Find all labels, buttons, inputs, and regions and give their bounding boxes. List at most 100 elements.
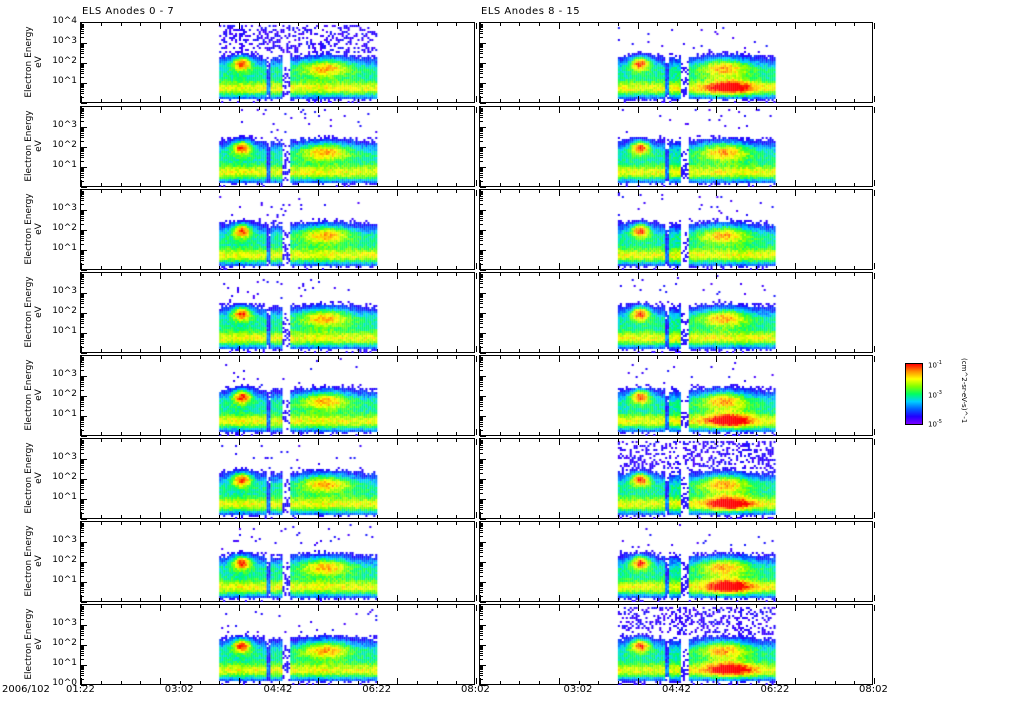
x-tick-mark	[436, 681, 438, 684]
y-tick-mark	[81, 549, 84, 551]
y-tick-mark	[480, 548, 483, 550]
y-tick-mark	[480, 672, 483, 674]
spectrogram-panel-anode-0	[80, 22, 477, 104]
y-tick-mark	[81, 196, 84, 198]
y-tick-mark	[480, 270, 486, 271]
y-axis-title: Electron Energy	[24, 26, 34, 98]
x-tick-mark	[258, 349, 260, 352]
y-tick-mark	[81, 651, 84, 653]
spectrogram-panel-anode-6	[80, 521, 477, 603]
y-tick-mark	[480, 46, 483, 48]
y-axis-label: Electron Energy eV	[24, 106, 44, 186]
x-tick-mark	[755, 266, 757, 269]
x-tick-mark	[677, 266, 678, 269]
y-tick-mark	[81, 362, 84, 364]
y-tick-mark	[81, 462, 84, 464]
x-tick-mark	[677, 356, 678, 359]
x-tick-mark	[81, 180, 82, 186]
x-tick-mark	[298, 605, 300, 608]
y-tick-mark	[81, 422, 84, 424]
y-tick-mark	[480, 563, 483, 565]
x-tick-mark	[416, 183, 418, 186]
x-tick-mark	[696, 605, 698, 608]
y-tick-mark	[81, 499, 84, 501]
x-tick-mark	[696, 107, 698, 110]
y-tick-mark	[480, 336, 483, 338]
y-tick-mark	[81, 532, 84, 534]
y-tick-mark	[480, 280, 483, 282]
y-tick-mark	[480, 108, 483, 110]
y-tick-label: 10^4	[52, 16, 77, 26]
y-tick-mark	[480, 445, 483, 447]
y-tick-mark	[81, 472, 84, 474]
x-tick-mark	[578, 598, 580, 601]
spectrogram-panel-anode-7	[80, 604, 477, 686]
x-tick-mark	[755, 681, 757, 684]
x-tick-mark	[736, 515, 738, 518]
y-tick-mark	[480, 422, 483, 424]
x-tick-mark	[337, 190, 339, 193]
y-tick-mark	[480, 356, 483, 358]
y-tick-mark	[480, 231, 483, 233]
spectrogram-panel-anode-3	[80, 272, 477, 354]
x-tick-mark	[476, 356, 477, 362]
x-tick-mark	[476, 346, 477, 352]
y-tick-mark	[81, 103, 87, 104]
x-tick-mark	[519, 99, 521, 102]
y-tick-mark	[81, 177, 84, 179]
y-tick-mark	[81, 631, 84, 633]
x-tick-mark	[357, 107, 359, 110]
x-tick-mark	[476, 605, 477, 611]
x-tick-mark	[416, 356, 418, 359]
y-tick-label: 10^0	[52, 678, 77, 688]
x-tick-mark	[854, 598, 856, 601]
x-tick-mark	[377, 107, 379, 110]
x-tick-mark	[258, 23, 260, 26]
x-tick-mark	[337, 598, 339, 601]
spectrogram-image	[81, 190, 476, 270]
x-tick-mark	[677, 681, 678, 684]
y-tick-mark	[81, 276, 84, 278]
x-tick-mark	[337, 605, 339, 608]
x-tick-mark	[558, 678, 560, 684]
x-tick-mark	[755, 439, 757, 442]
x-tick-mark	[416, 605, 418, 608]
y-tick-mark	[480, 93, 483, 95]
x-tick-mark	[239, 522, 240, 528]
x-tick-mark	[140, 681, 142, 684]
y-tick-mark	[480, 635, 483, 637]
x-tick-mark	[357, 349, 359, 352]
y-axis-label: Electron Energy eV	[24, 521, 44, 601]
x-tick-mark	[558, 522, 560, 528]
x-tick-mark	[578, 107, 580, 110]
y-tick-mark	[81, 120, 84, 122]
x-tick-mark	[598, 273, 600, 276]
y-tick-label: 10^1	[52, 492, 77, 502]
y-tick-mark	[81, 492, 84, 494]
x-tick-mark	[160, 595, 161, 601]
x-tick-mark	[278, 190, 280, 193]
y-tick-mark	[480, 586, 483, 588]
x-tick-mark	[278, 522, 280, 525]
y-tick-mark	[81, 582, 87, 583]
x-tick-mark	[480, 522, 481, 528]
x-tick-mark	[499, 23, 501, 26]
x-tick-mark	[81, 605, 82, 611]
y-tick-mark	[81, 130, 84, 132]
x-tick-mark	[199, 349, 201, 352]
y-tick-mark	[81, 66, 84, 68]
y-tick-mark	[81, 376, 87, 377]
y-tick-mark	[81, 214, 84, 216]
y-tick-mark	[81, 220, 84, 222]
x-tick-mark	[696, 522, 698, 525]
x-tick-mark	[657, 99, 659, 102]
x-tick-mark	[874, 273, 875, 279]
y-tick-mark	[480, 502, 483, 504]
y-tick-mark	[480, 277, 483, 279]
y-tick-mark	[480, 416, 483, 418]
x-tick-mark	[120, 356, 122, 359]
y-tick-mark	[480, 572, 483, 574]
y-tick-mark	[81, 191, 84, 193]
x-tick-mark	[814, 605, 816, 608]
x-tick-mark	[637, 522, 639, 528]
